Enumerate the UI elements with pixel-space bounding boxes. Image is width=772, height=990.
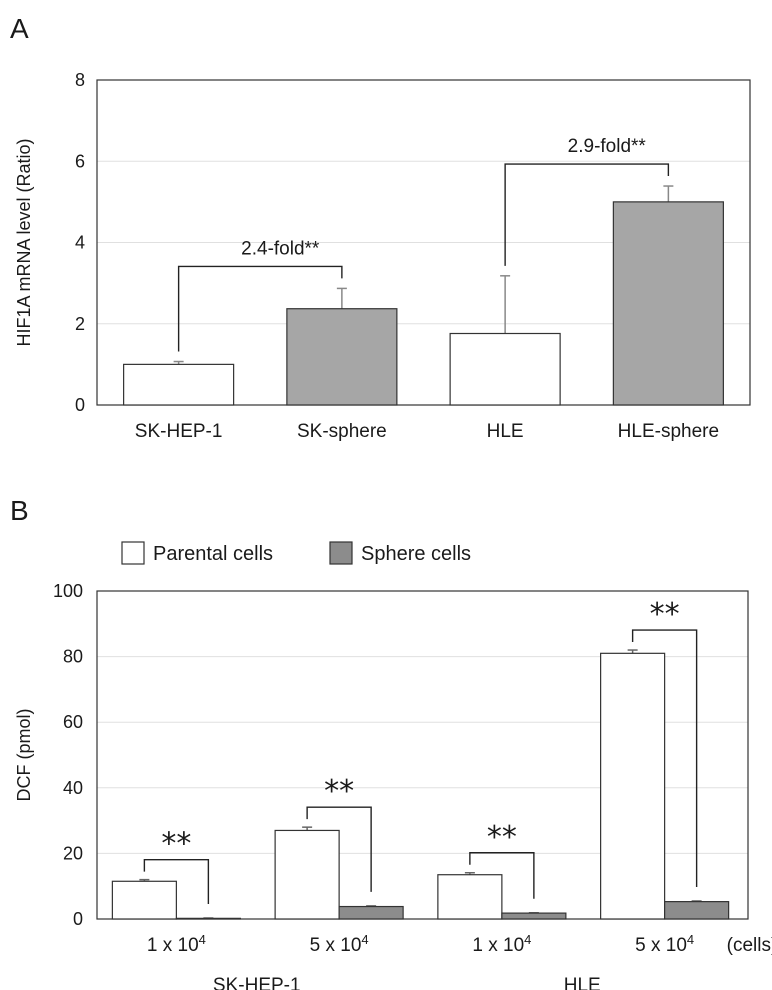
- category-label: HLE-sphere: [618, 421, 719, 442]
- y-tick-label: 0: [75, 395, 85, 415]
- bar: [449, 332, 561, 406]
- category-exponent: 4: [687, 932, 694, 947]
- y-tick-label: 0: [73, 909, 83, 929]
- bar: [123, 363, 235, 406]
- category-label: 1 x 104: [147, 932, 206, 957]
- category-exponent: 4: [524, 932, 531, 947]
- comparison-bracket: [504, 163, 670, 266]
- legend-label: Sphere cells: [361, 543, 471, 565]
- bar: [175, 917, 241, 920]
- comparison-bracket: [306, 806, 372, 892]
- comparison-bracket: [631, 629, 698, 887]
- bar: [338, 905, 404, 920]
- category-label: SK-HEP-1: [135, 421, 223, 442]
- category-exponent: 4: [361, 932, 368, 947]
- bar: [274, 829, 340, 920]
- plot-frame: [96, 79, 751, 406]
- category-coefficient: 1 x 10: [147, 935, 199, 956]
- category-label: 5 x 104: [635, 932, 694, 957]
- comparison-bracket: [143, 858, 210, 905]
- fold-change-annotation: 2.9-fold**: [568, 136, 647, 157]
- significance-stars: **: [161, 827, 191, 862]
- group-label: SK-HEP-1: [213, 975, 301, 990]
- category-coefficient: 5 x 10: [310, 935, 362, 956]
- significance-stars: **: [487, 820, 517, 855]
- legend-swatch: [329, 541, 353, 565]
- group-label: HLE: [564, 975, 601, 990]
- x-unit-label: (cells): [727, 935, 772, 956]
- comparison-bracket: [177, 265, 343, 352]
- legend-label: Parental cells: [153, 543, 273, 565]
- y-axis-label: DCF (pmol): [14, 709, 34, 802]
- category-label: 5 x 104: [310, 932, 369, 957]
- category-coefficient: 5 x 10: [635, 935, 687, 956]
- panel-label: B: [10, 495, 29, 526]
- category-label: HLE: [487, 421, 524, 442]
- bar: [437, 874, 503, 920]
- legend-swatch: [121, 541, 145, 565]
- plot-frame: [96, 590, 749, 920]
- bar: [111, 880, 177, 920]
- bar: [600, 652, 666, 920]
- panel-b: B Parental cells Sphere cells 0 20 40 60 80 100 D…: [10, 495, 772, 990]
- y-tick-label: 20: [63, 843, 83, 863]
- y-tick-label: 4: [75, 233, 85, 253]
- comparison-bracket: [469, 852, 535, 899]
- panel-label: A: [10, 13, 29, 44]
- significance-stars: **: [324, 774, 354, 809]
- category-exponent: 4: [199, 932, 206, 947]
- panel-a: A 0 2 4 6 8 HIF1A mRNA level (Ratio) SK-HEP-1 SK…: [10, 13, 751, 442]
- y-tick-label: 6: [75, 151, 85, 171]
- fold-change-annotation: 2.4-fold**: [241, 238, 320, 259]
- significance-stars: **: [650, 597, 680, 632]
- bar: [664, 901, 730, 920]
- bar: [286, 308, 398, 406]
- category-label: SK-sphere: [297, 421, 387, 442]
- y-tick-label: 40: [63, 778, 83, 798]
- bar: [612, 201, 724, 406]
- y-tick-label: 100: [53, 581, 83, 601]
- y-tick-label: 2: [75, 314, 85, 334]
- y-tick-label: 80: [63, 647, 83, 667]
- category-label: 1 x 104: [472, 932, 531, 957]
- y-tick-label: 60: [63, 712, 83, 732]
- y-axis-label: HIF1A mRNA level (Ratio): [14, 138, 34, 346]
- y-tick-label: 8: [75, 70, 85, 90]
- category-coefficient: 1 x 10: [472, 935, 524, 956]
- bar: [501, 912, 567, 920]
